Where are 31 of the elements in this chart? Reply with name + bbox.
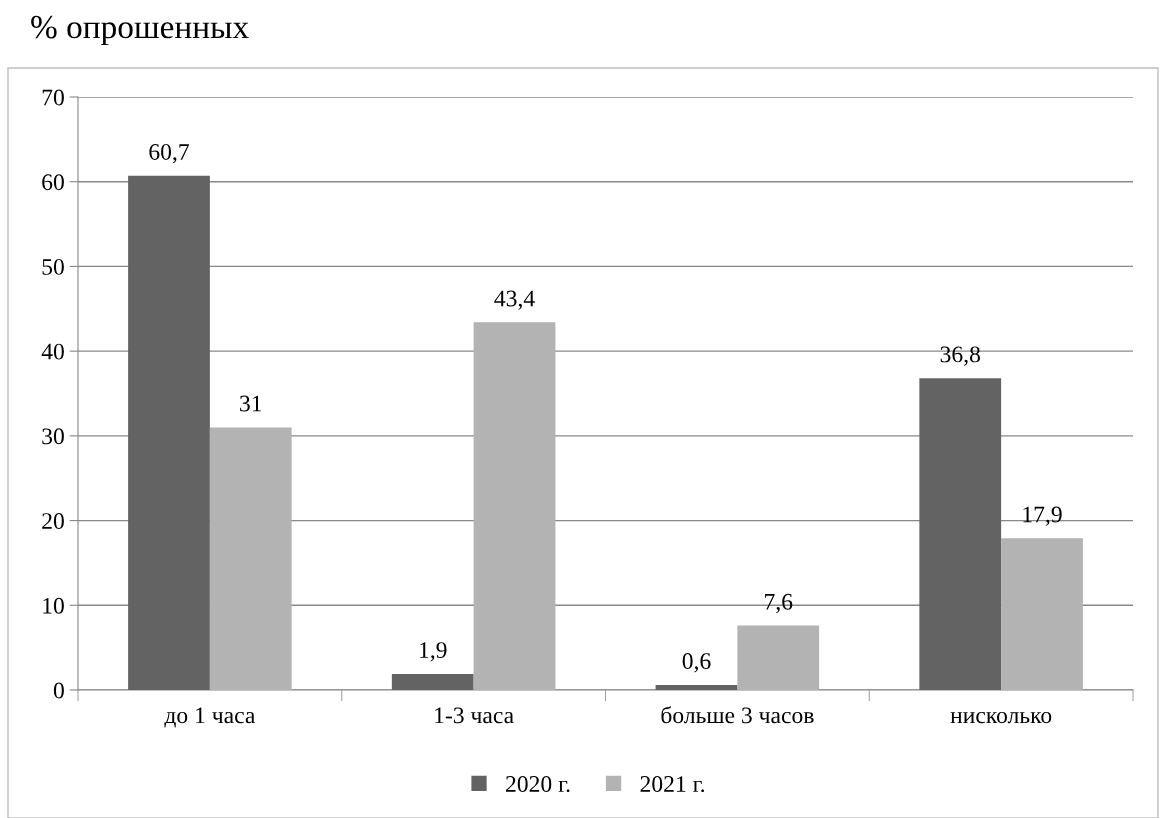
- y-tick-label: 20: [42, 513, 64, 529]
- bar: [209, 427, 292, 690]
- bar: [128, 175, 210, 690]
- legend-label: 2020 г.: [506, 776, 570, 793]
- y-tick-label: 50: [42, 258, 64, 275]
- data-label: 1,9: [420, 642, 447, 662]
- legend-label: 2021 г.: [640, 776, 705, 793]
- bar: [1001, 538, 1083, 690]
- data-label: 17,9: [1023, 506, 1062, 526]
- data-label: 43,4: [494, 290, 535, 310]
- data-label: 31: [240, 395, 262, 412]
- chart-title: % опрошенных: [31, 15, 249, 46]
- y-tick-label: 0: [53, 682, 64, 699]
- x-tick-label: больше 3 часов: [661, 706, 814, 724]
- x-tick-label: до 1 часа: [164, 707, 256, 728]
- y-tick-label: 60: [42, 174, 64, 191]
- bar: [391, 673, 474, 690]
- y-tick-label: 40: [41, 343, 64, 360]
- y-tick-label: 70: [42, 89, 64, 106]
- bar: [737, 625, 820, 690]
- y-tick-label: 30: [42, 428, 64, 445]
- bar: [473, 322, 556, 690]
- bar: [919, 378, 1002, 690]
- x-tick-label: нисколько: [950, 711, 1052, 724]
- data-label: 60,7: [149, 143, 189, 164]
- data-label: 36,8: [940, 346, 980, 366]
- y-tick-label: 10: [43, 597, 64, 614]
- data-label: 0,6: [682, 653, 711, 673]
- bar: [655, 684, 738, 690]
- data-label: 7,6: [765, 593, 793, 614]
- x-tick-label: 1-3 часа: [435, 707, 514, 724]
